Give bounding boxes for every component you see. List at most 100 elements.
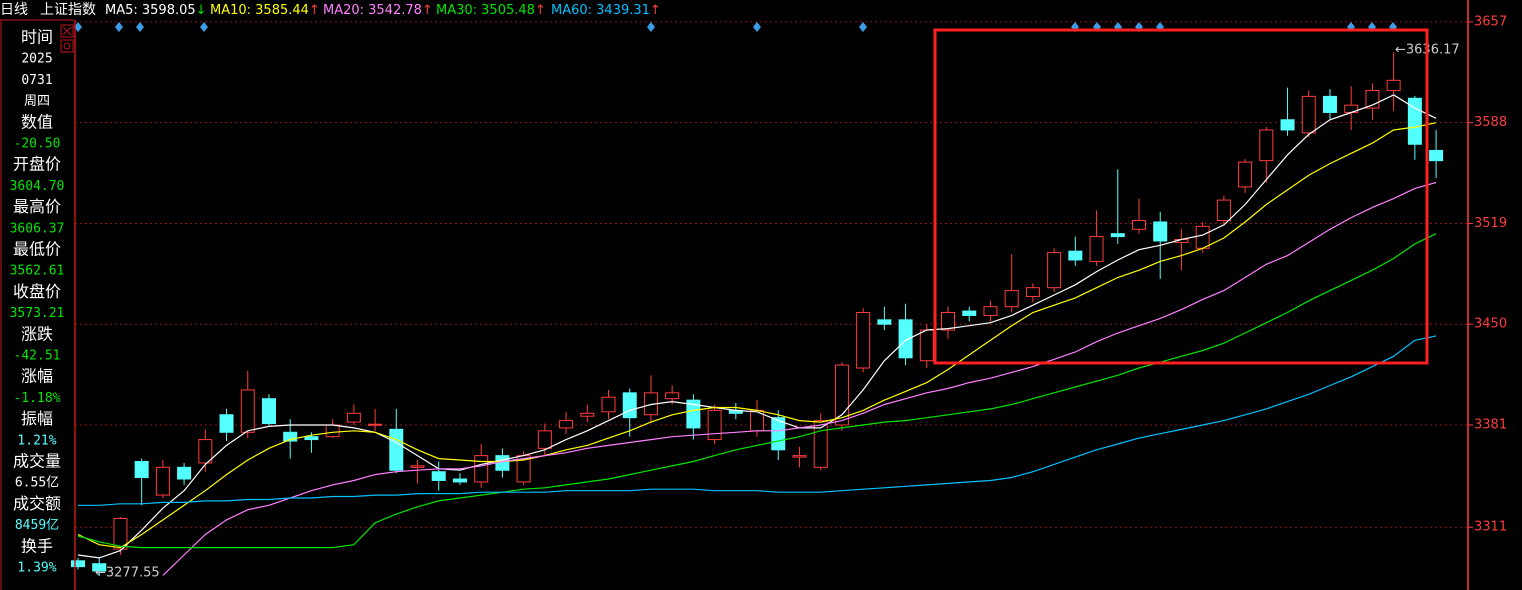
candle-body [792,455,807,458]
candle-body [92,563,107,572]
candle-body [919,329,934,362]
info-label: 最低价 [13,240,61,259]
candle-body [1322,95,1337,113]
settings-icon-gear [63,42,71,50]
marks-layer: ←3636.17←3277.55 [71,43,1460,581]
candle-body [1110,233,1125,238]
low-annotation: ←3277.55 [95,566,160,581]
candle-body [1195,225,1210,249]
candle-body [474,455,489,483]
info-label: 成交量 [13,452,61,471]
candle-body [1089,236,1104,262]
y-tick-label: 3657 [1474,14,1507,29]
y-tick-label: 3519 [1474,216,1507,231]
legend-trend: ↓ [196,3,207,18]
settings-icon[interactable] [60,39,74,53]
ma-line [77,122,1437,549]
ma-line [77,94,1437,559]
candle-body [1301,95,1316,134]
legend-label: MA5: 3598.05 [105,3,196,18]
y-tick-label: 3588 [1474,115,1507,130]
event-marker[interactable] [136,22,144,32]
legend-trend: ↑ [535,3,546,18]
info-label: 时间 [21,28,53,47]
candle-body [113,517,128,550]
legend-entry: MA60: 3439.31↑ [551,3,661,18]
candle-body [856,312,871,369]
info-value: 6.55亿 [15,476,59,491]
close-icon-cross [62,26,72,36]
info-label: 最高价 [13,197,61,216]
info-label: 涨幅 [21,367,53,386]
y-tick-label: 3450 [1474,317,1507,332]
candle-body [877,319,892,325]
candle-body [1280,119,1295,131]
info-value: 8459亿 [15,518,59,533]
candle-body [601,396,616,413]
candle-body [155,466,170,496]
ma-line [77,233,1437,549]
candle-body [1004,290,1019,308]
candle-body [431,471,446,481]
info-value: 3562.61 [10,264,65,279]
event-marker[interactable] [753,22,761,32]
candle-body [452,478,467,483]
info-value: 1.39% [17,561,56,576]
candle-body [1068,250,1083,261]
index-title: 上证指数 [40,2,96,18]
candle-body [410,465,425,468]
legend-entry: MA20: 3542.78↑ [323,3,433,18]
candle-body [1238,161,1253,188]
legend-trend: ↑ [422,3,433,18]
legend-label: MA30: 3505.48 [436,3,535,18]
legend-label: MA20: 3542.78 [323,3,422,18]
candle-body [283,431,298,442]
candle-body [177,466,192,480]
info-value: 0731 [21,73,52,88]
candle-body [261,398,276,425]
ma-line [162,181,1437,576]
info-label: 涨跌 [21,324,53,343]
candle-body [1386,79,1401,92]
period-label: 日线 [0,2,28,18]
candle-body [1259,129,1274,162]
info-label: 换手 [21,536,53,555]
candle-body [1025,287,1040,297]
candle-body [962,310,977,316]
info-value: 3606.37 [10,221,65,236]
candle-body [71,560,85,568]
event-marker[interactable] [647,22,655,32]
candle-body [665,392,680,400]
info-value: 1.21% [17,433,56,448]
info-label: 成交额 [13,494,61,513]
info-value: -42.51 [14,349,61,364]
legend-entry: MA30: 3505.48↑ [436,3,546,18]
info-label: 开盘价 [13,155,61,174]
legend-trend: ↑ [309,3,320,18]
candle-body [240,389,255,433]
ma-line [78,335,1437,506]
event-marker[interactable] [74,22,82,32]
info-value: 2025 [21,52,52,67]
candle-body [898,319,913,359]
candle-body [834,364,849,426]
candle-body [198,439,213,464]
close-icon[interactable] [60,24,74,38]
info-value: -20.50 [14,137,61,152]
event-marker[interactable] [859,22,867,32]
top-bar: 日线 上证指数 MA5: 3598.05↓ MA10: 3585.44↑ MA20:… [0,2,661,18]
candle-body [707,409,722,441]
event-marker[interactable] [200,22,208,32]
info-value: 3604.70 [10,179,65,194]
candle-body [1047,252,1062,289]
candle-body [559,420,574,429]
candle-body [1216,199,1231,222]
candle-body [1153,221,1168,242]
event-marker[interactable] [115,22,123,32]
legend-entry: MA10: 3585.44↑ [210,3,320,18]
candle-body [983,306,998,316]
y-tick-label: 3311 [1474,520,1507,535]
